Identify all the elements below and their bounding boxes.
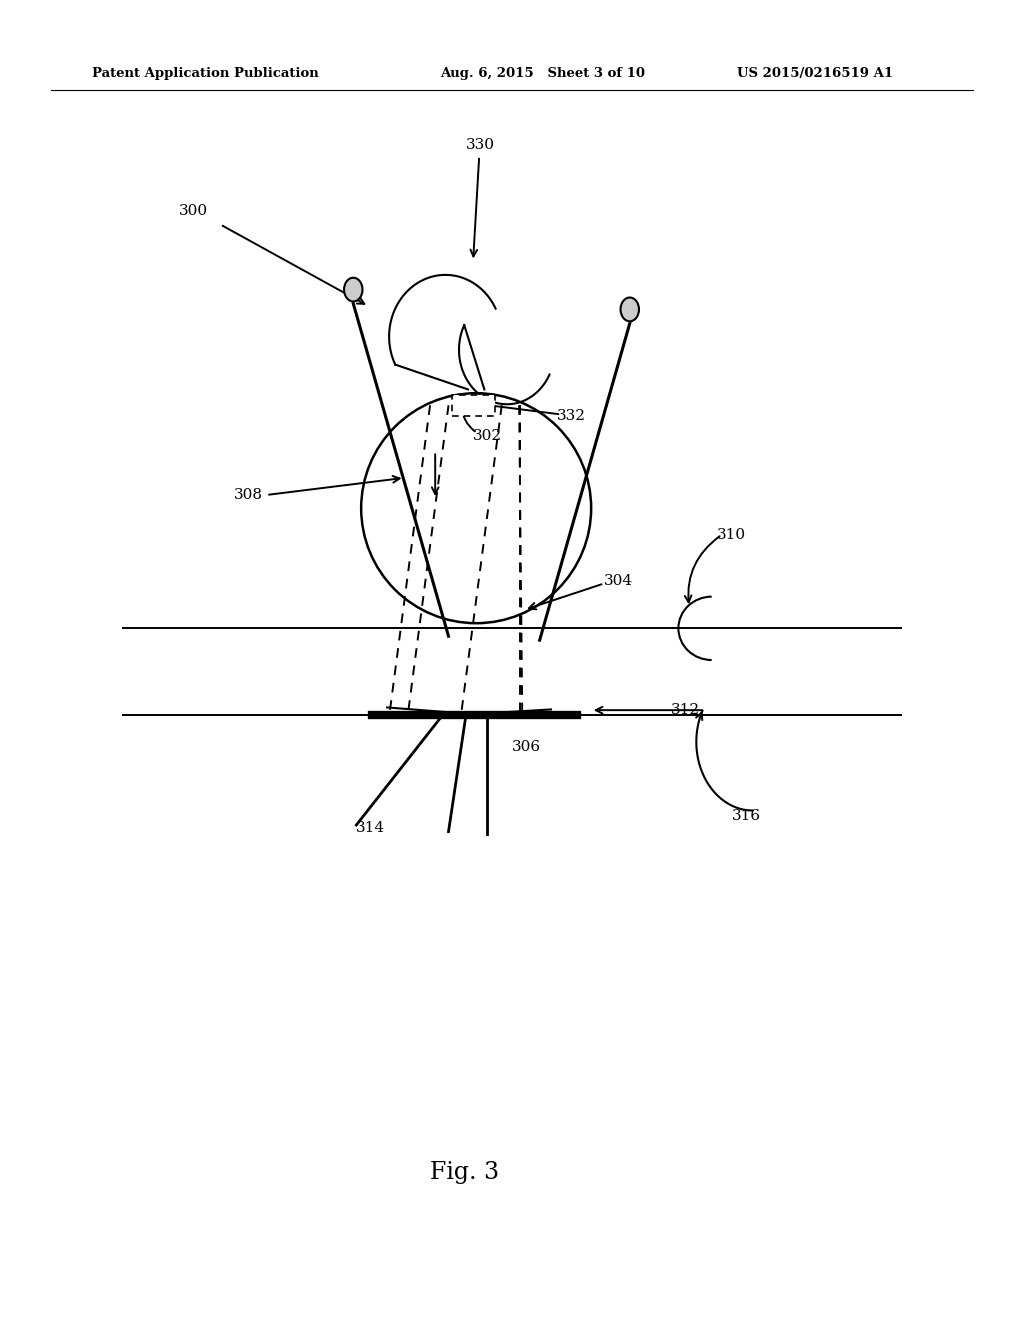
Bar xyxy=(452,395,495,416)
Text: Fig. 3: Fig. 3 xyxy=(430,1160,500,1184)
Text: 310: 310 xyxy=(717,528,745,541)
Text: 302: 302 xyxy=(473,429,502,442)
Text: 308: 308 xyxy=(233,488,262,502)
Text: 304: 304 xyxy=(604,574,633,587)
Text: 300: 300 xyxy=(179,205,208,218)
Ellipse shape xyxy=(344,277,362,301)
Text: Aug. 6, 2015   Sheet 3 of 10: Aug. 6, 2015 Sheet 3 of 10 xyxy=(440,67,645,81)
Text: 314: 314 xyxy=(356,821,385,834)
Text: 316: 316 xyxy=(732,809,761,822)
Text: Patent Application Publication: Patent Application Publication xyxy=(92,67,318,81)
Text: 306: 306 xyxy=(512,741,541,754)
Text: 332: 332 xyxy=(557,409,586,422)
Text: US 2015/0216519 A1: US 2015/0216519 A1 xyxy=(737,67,893,81)
Text: 330: 330 xyxy=(466,139,495,152)
Ellipse shape xyxy=(621,297,639,321)
Text: 312: 312 xyxy=(671,704,699,717)
